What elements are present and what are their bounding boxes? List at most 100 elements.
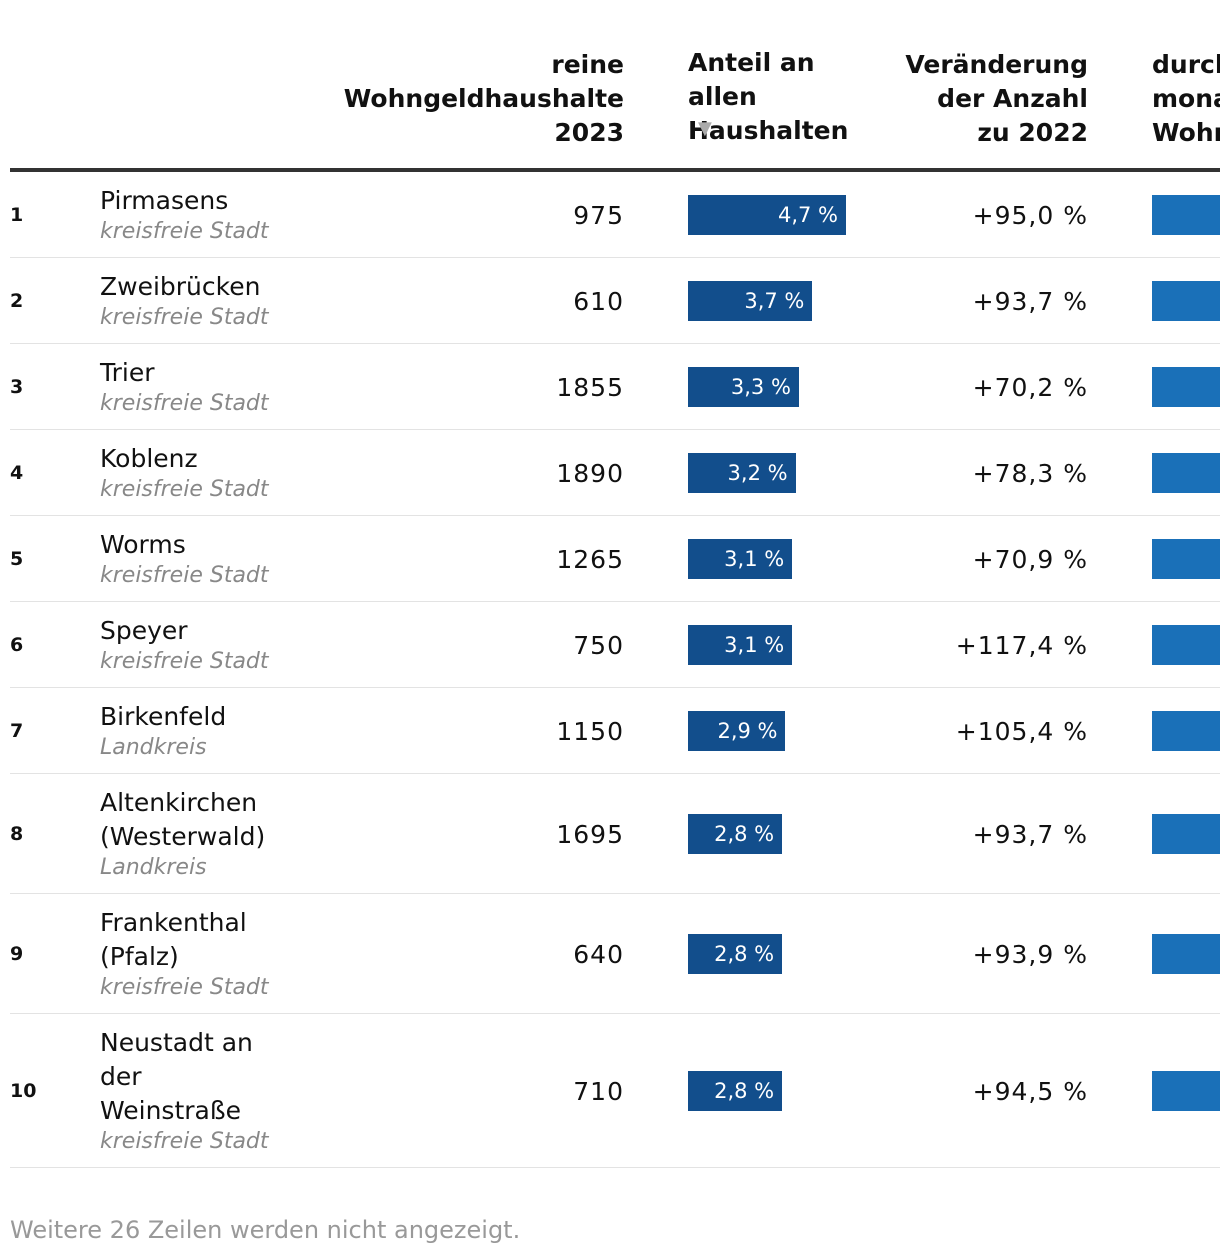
change: +70,2 % [860,343,1088,430]
cut-bar [1152,195,1220,235]
cut-cell [1088,343,1220,430]
share-cell: 3,3 % [624,343,860,430]
share-label: 3,1 % [724,547,785,571]
name-cell: Pirmasens kreisfreie Stadt [100,170,310,258]
share-bar: 2,9 % [688,711,786,751]
rank: 7 [10,687,100,774]
change: +94,5 % [860,1013,1088,1168]
change: +95,0 % [860,170,1088,258]
name-cell: Frankenthal (Pfalz) kreisfreie Stadt [100,893,310,1014]
households: 1855 [310,343,624,430]
table-body: 1 Pirmasens kreisfreie Stadt 975 4,7 % +95,0 … [10,170,1220,1168]
share-label: 2,8 % [714,1079,775,1103]
rank: 8 [10,773,100,894]
name-cell: Trier kreisfreie Stadt [100,343,310,430]
rank: 10 [10,1013,100,1168]
region-kind: Landkreis [100,735,207,760]
households: 640 [310,893,624,1014]
share-bar: 3,2 % [688,453,796,493]
header-line: durch [1152,50,1220,79]
header-line: der Anzahl [937,84,1088,113]
households: 710 [310,1013,624,1168]
table-row: 5 Worms kreisfreie Stadt 1265 3,1 % +70,9 % [10,515,1220,602]
share-label: 2,8 % [714,942,775,966]
table-row: 10 Neustadt an der Weinstraße kreisfreie S… [10,1013,1220,1168]
header-line: reine [551,50,624,79]
cut-cell [1088,601,1220,688]
table-row: 8 Altenkirchen (Westerwald) Landkreis 1695 2… [10,773,1220,894]
region-kind: kreisfreie Stadt [100,975,269,1000]
region-name: Zweibrücken [100,272,261,301]
share-cell: 3,2 % [624,429,860,516]
cut-bar [1152,453,1220,493]
cut-cell [1088,257,1220,344]
column-header: Anteil an allen Haushalten [624,46,860,172]
share-bar: 2,8 % [688,814,783,854]
footer-note: Weitere 26 Zeilen werden nicht angezeigt… [10,1216,521,1244]
cut-bar [1152,814,1220,854]
change: +105,4 % [860,687,1088,774]
share-label: 3,3 % [730,375,791,399]
region-name: Frankenthal (Pfalz) [100,908,247,971]
header-line: Anteil an [688,48,815,77]
rank: 1 [10,170,100,258]
rank: 2 [10,257,100,344]
header-line: mona [1152,84,1220,113]
table-row: 7 Birkenfeld Landkreis 1150 2,9 % +105,4 % [10,687,1220,774]
change: +93,7 % [860,257,1088,344]
table-row: 4 Koblenz kreisfreie Stadt 1890 3,2 % +78,3 % [10,429,1220,516]
name-cell: Neustadt an der Weinstraße kreisfreie Sta… [100,1013,310,1168]
share-cell: 3,1 % [624,601,860,688]
cut-cell [1088,429,1220,516]
cut-cell [1088,515,1220,602]
header-line: zu 2022 [977,118,1088,147]
share-cell: 2,8 % [624,1013,860,1168]
table-container: reine Wohngeldhaushalte 2023 Anteil an allen… [10,46,1220,1168]
cut-bar [1152,281,1220,321]
rank: 5 [10,515,100,602]
name-cell: Koblenz kreisfreie Stadt [100,429,310,516]
header-line: Wohn [1152,118,1220,147]
region-kind: kreisfreie Stadt [100,391,269,416]
region-kind: kreisfreie Stadt [100,1129,269,1154]
cut-cell [1088,1013,1220,1168]
share-bar: 3,1 % [688,625,793,665]
name-cell: Birkenfeld Landkreis [100,687,310,774]
change: +93,9 % [860,893,1088,1014]
header-row: reine Wohngeldhaushalte 2023 Anteil an allen… [10,46,1220,172]
share-label: 2,9 % [717,719,778,743]
header-cell [10,46,100,172]
cut-cell [1088,687,1220,774]
cut-bar [1152,1071,1220,1111]
share-bar: 2,8 % [688,934,783,974]
column-header: reine Wohngeldhaushalte 2023 [310,46,624,172]
header-line: 2023 [554,118,624,147]
cut-cell [1088,170,1220,258]
name-cell: Worms kreisfreie Stadt [100,515,310,602]
share-cell: 2,8 % [624,893,860,1014]
rank: 3 [10,343,100,430]
share-cell: 2,9 % [624,687,860,774]
share-label: 3,2 % [727,461,788,485]
header-line: Wohngeldhaushalte [343,84,624,113]
change: +78,3 % [860,429,1088,516]
column-header: durch mona Wohn [1088,46,1220,172]
region-name: Altenkirchen (Westerwald) [100,788,266,851]
share-cell: 3,1 % [624,515,860,602]
cut-bar [1152,625,1220,665]
region-kind: Landkreis [100,855,207,880]
share-bar: 3,1 % [688,539,793,579]
region-name: Neustadt an der Weinstraße [100,1028,253,1125]
share-bar: 2,8 % [688,1071,783,1111]
region-kind: kreisfreie Stadt [100,477,269,502]
share-cell: 2,8 % [624,773,860,894]
column-header: Veränderung der Anzahl zu 2022 [860,46,1088,172]
header-line: allen [688,82,757,111]
share-label: 3,1 % [724,633,785,657]
header-line: Veränderung [905,50,1088,79]
cut-bar [1152,711,1220,751]
region-kind: kreisfreie Stadt [100,305,269,330]
share-bar: 3,7 % [688,281,813,321]
cut-bar [1152,367,1220,407]
